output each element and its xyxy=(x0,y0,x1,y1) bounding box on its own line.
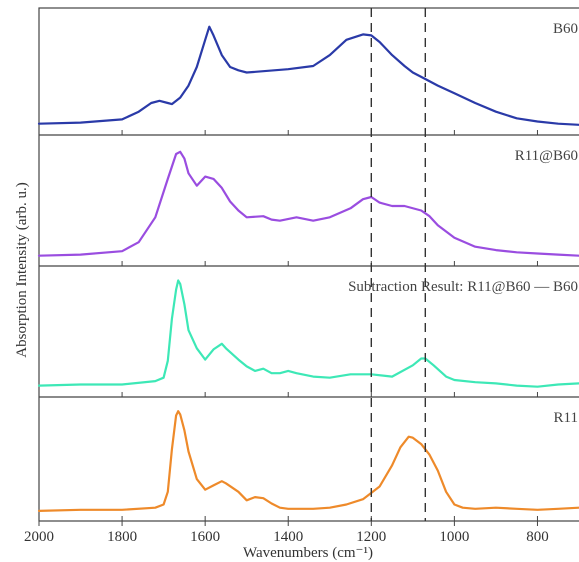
panel-label-2: R11@B60 xyxy=(515,148,578,164)
panel-label-3: Subtraction Result: R11@B60 — B60 xyxy=(348,279,578,295)
x-tick-label: 800 xyxy=(526,529,549,545)
series-line-4 xyxy=(37,410,579,512)
x-tick-label: 1200 xyxy=(356,529,386,545)
panel-1: B60 xyxy=(37,21,579,135)
series-line-3 xyxy=(37,279,579,388)
plot-frame xyxy=(38,7,579,522)
panel-label-1: B60 xyxy=(553,21,578,37)
x-axis: 2000 1800 1600 1400 1200 1000 800 xyxy=(24,521,549,545)
x-axis-label: Wavenumbers (cm⁻¹) xyxy=(243,545,373,561)
reference-lines xyxy=(370,8,427,521)
x-tick-label: 1000 xyxy=(439,529,469,545)
panel-4: R11 xyxy=(37,396,579,521)
panel-2: R11@B60 xyxy=(37,134,579,266)
panel-3: Subtraction Result: R11@B60 — B60 xyxy=(37,265,579,397)
x-tick-label: 2000 xyxy=(24,529,54,545)
y-axis-label: Absorption Intensity (arb. u.) xyxy=(14,182,30,357)
x-tick-label: 1600 xyxy=(190,529,220,545)
x-tick-label: 1800 xyxy=(107,529,137,545)
series-line-1 xyxy=(37,25,579,126)
panel-label-4: R11 xyxy=(554,410,578,426)
x-tick-label: 1400 xyxy=(273,529,303,545)
series-line-2 xyxy=(37,150,579,257)
panels-layer: B60 R11@B60 Subtraction Result: R11@B60 — … xyxy=(37,7,579,522)
